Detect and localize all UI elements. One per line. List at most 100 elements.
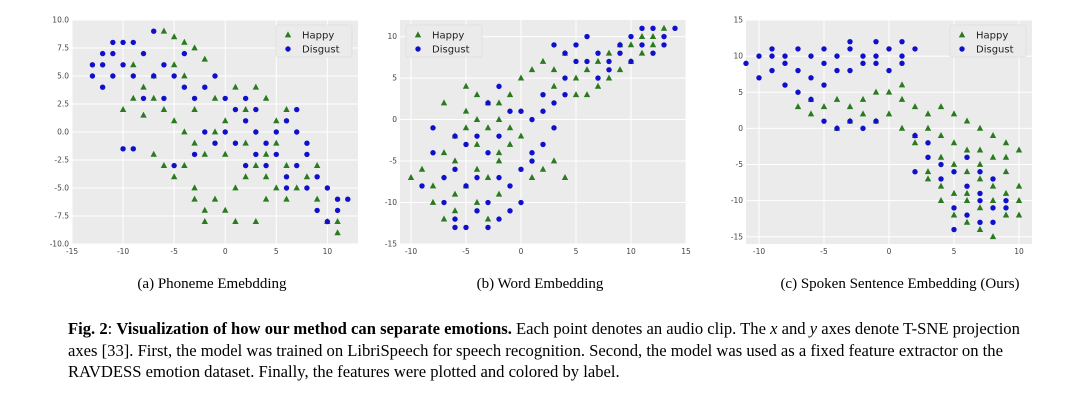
point-disgust-c [860,125,866,132]
point-disgust-b [595,50,601,56]
y-tick-label-a: -2.5 [54,156,69,165]
subcaption-a: (a) Phoneme Emebdding [137,276,287,292]
point-disgust-b [463,141,469,148]
x-tick-label-b: 10 [626,247,636,256]
point-happy-c [976,160,984,167]
point-happy-a [170,33,178,40]
point-happy-c [976,124,984,131]
x-tick-label-c: -5 [820,247,828,256]
point-happy-c [911,103,919,110]
y-tick-label-a: 7.5 [57,44,69,53]
point-disgust-b [606,58,612,65]
point-disgust-c [873,118,879,124]
point-disgust-b [661,42,667,48]
point-happy-b [517,74,525,81]
point-disgust-c [873,38,879,45]
point-happy-b [484,174,492,181]
point-happy-b [616,66,624,73]
y-tick-label-c: 5 [738,88,743,97]
point-disgust-b [430,150,436,156]
point-happy-a [201,206,208,213]
point-happy-b [451,190,459,197]
point-happy-a [181,38,188,45]
point-happy-a [222,206,229,213]
point-happy-c [950,189,958,196]
point-disgust-a [151,28,157,34]
point-disgust-b [474,174,480,181]
x-tick-label-b: 5 [574,247,579,256]
point-happy-c [859,110,867,117]
legend-marker-disgust-b [415,46,421,52]
point-disgust-c [977,219,983,226]
caption-colon: : [107,319,117,338]
point-disgust-a [222,129,228,135]
point-happy-c [963,117,971,124]
point-happy-c [976,225,984,232]
point-happy-a [140,83,147,90]
point-disgust-a [191,151,198,158]
x-tick-label-a: 5 [274,247,279,256]
point-happy-b [583,91,591,98]
point-disgust-c [899,38,905,45]
point-happy-a [201,218,208,224]
point-disgust-c [990,219,996,226]
point-disgust-b [661,33,667,40]
point-happy-c [924,124,932,131]
point-disgust-b [496,83,502,90]
legend-marker-disgust-c [959,46,965,52]
point-disgust-b [628,33,634,40]
x-tick-label-c: 0 [887,247,892,256]
point-happy-b [473,198,481,205]
point-disgust-b [518,108,524,114]
legend-marker-happy-b [414,31,422,38]
point-disgust-a [283,185,290,191]
point-disgust-c [834,53,840,59]
point-disgust-b [617,42,623,48]
point-disgust-a [99,62,106,68]
point-happy-a [222,117,229,124]
legend-b [405,24,483,58]
point-happy-b [583,66,591,73]
point-happy-b [495,99,503,106]
point-happy-b [517,132,525,139]
point-disgust-a [273,129,279,135]
point-disgust-c [756,53,762,59]
y-tick-label-a: -7.5 [54,212,69,221]
point-disgust-a [314,174,320,180]
point-disgust-a [202,84,208,90]
point-happy-c [1002,139,1010,146]
point-happy-c [963,189,971,196]
point-disgust-b [507,208,513,214]
point-disgust-c [990,176,996,182]
plot-area-b [400,20,686,244]
point-disgust-b [441,199,447,206]
legend-a [275,24,353,58]
point-happy-b [495,115,503,122]
point-happy-b [550,66,558,73]
legend-label-disgust-b: Disgust [432,45,470,56]
point-happy-b [473,91,481,98]
point-disgust-a [130,73,136,79]
legend-marker-happy-c [958,31,966,38]
point-happy-c [807,110,815,117]
scatter-sentence: -10 -5 0 5 10 -15 -10 -5 0 5 10 15 Happy Disgust [731,16,1032,256]
point-happy-a [170,117,178,124]
point-disgust-a [283,174,290,180]
point-happy-c [885,88,893,95]
point-happy-a [273,139,280,146]
caption-x: x [770,319,778,338]
point-disgust-c [795,67,801,74]
point-disgust-b [540,91,546,98]
point-disgust-c [925,140,931,146]
point-disgust-c [756,75,762,81]
point-happy-c [989,153,997,160]
legend-label-happy-c: Happy [976,31,1008,42]
point-disgust-c [1003,197,1009,204]
point-disgust-b [573,58,579,65]
point-disgust-c [951,205,957,211]
point-happy-b [605,74,613,81]
point-disgust-c [743,60,749,67]
point-happy-b [594,82,602,89]
point-disgust-a [99,50,106,57]
point-disgust-a [212,73,218,79]
